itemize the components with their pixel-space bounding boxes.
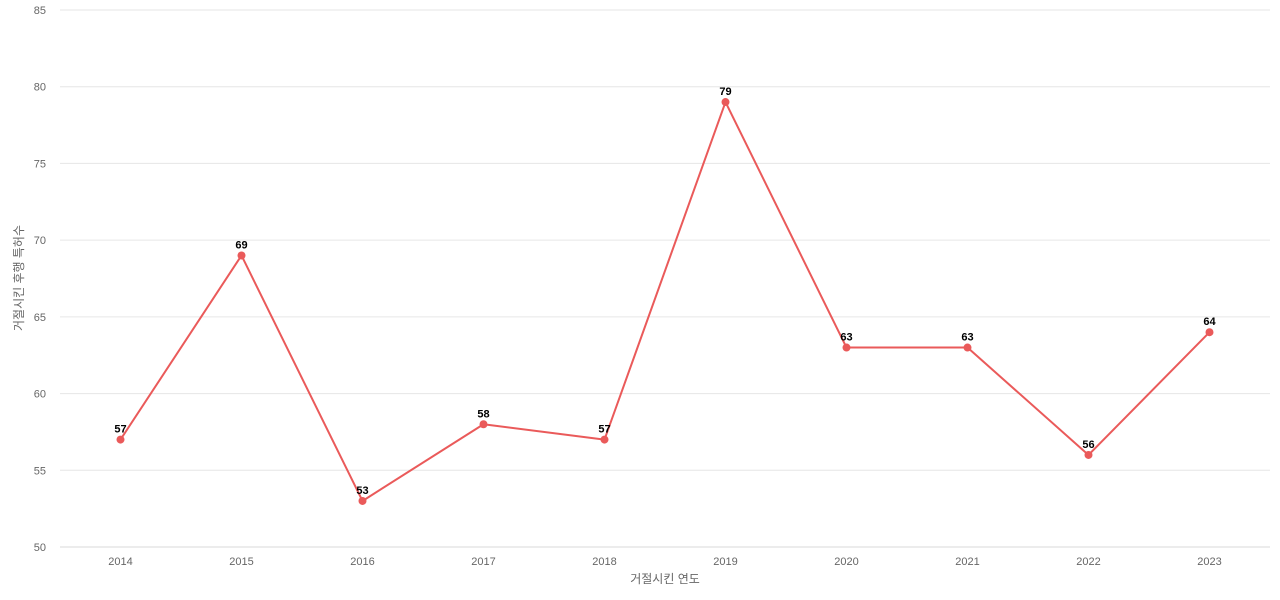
point-layer [116, 98, 1214, 505]
x-axis-ticks: 2014 2015 2016 2017 2018 2019 2020 2021 2022 2023 [108, 556, 1221, 568]
x-tick-label: 2017 [471, 556, 495, 568]
data-point[interactable] [237, 251, 246, 260]
y-axis-title: 거절시킨 후행 특허수 [11, 225, 26, 331]
series-layer [119, 101, 1211, 502]
data-label: 57 [114, 424, 126, 436]
grid-layer [60, 9, 1270, 548]
series-line [119, 101, 1211, 502]
y-tick-label: 70 [34, 235, 46, 247]
x-tick-label: 2022 [1076, 556, 1100, 568]
y-tick-label: 50 [34, 542, 46, 554]
y-tick-label: 75 [34, 158, 46, 170]
x-tick-label: 2014 [108, 556, 132, 568]
data-label: 64 [1203, 316, 1216, 328]
data-label: 63 [961, 332, 973, 344]
data-point[interactable] [963, 343, 972, 352]
x-tick-label: 2016 [350, 556, 374, 568]
data-label: 56 [1082, 439, 1094, 451]
x-tick-label: 2020 [834, 556, 858, 568]
data-point[interactable] [479, 420, 488, 429]
x-tick-label: 2023 [1197, 556, 1221, 568]
y-tick-label: 85 [34, 5, 46, 17]
x-tick-label: 2019 [713, 556, 737, 568]
data-label: 58 [477, 408, 489, 420]
data-point[interactable] [600, 435, 609, 444]
x-axis-title: 거절시킨 연도 [630, 572, 700, 586]
x-tick-label: 2015 [229, 556, 253, 568]
x-tick-label: 2018 [592, 556, 616, 568]
data-point[interactable] [842, 343, 851, 352]
data-point[interactable] [1084, 450, 1093, 459]
data-point[interactable] [358, 496, 367, 505]
y-tick-label: 80 [34, 82, 46, 94]
data-label: 57 [598, 424, 610, 436]
data-label-layer: 57 69 53 58 57 79 63 63 56 64 [114, 86, 1216, 497]
data-point[interactable] [116, 435, 125, 444]
y-axis-ticks: 50 55 60 65 70 75 80 85 [34, 5, 46, 554]
data-label: 79 [719, 86, 731, 98]
data-label: 63 [840, 332, 852, 344]
data-label: 53 [356, 485, 368, 497]
x-tick-label: 2021 [955, 556, 979, 568]
data-label: 69 [235, 239, 247, 251]
data-point[interactable] [721, 98, 730, 107]
y-tick-label: 60 [34, 389, 46, 401]
y-tick-label: 65 [34, 312, 46, 324]
y-tick-label: 55 [34, 465, 46, 477]
data-point[interactable] [1205, 328, 1214, 337]
